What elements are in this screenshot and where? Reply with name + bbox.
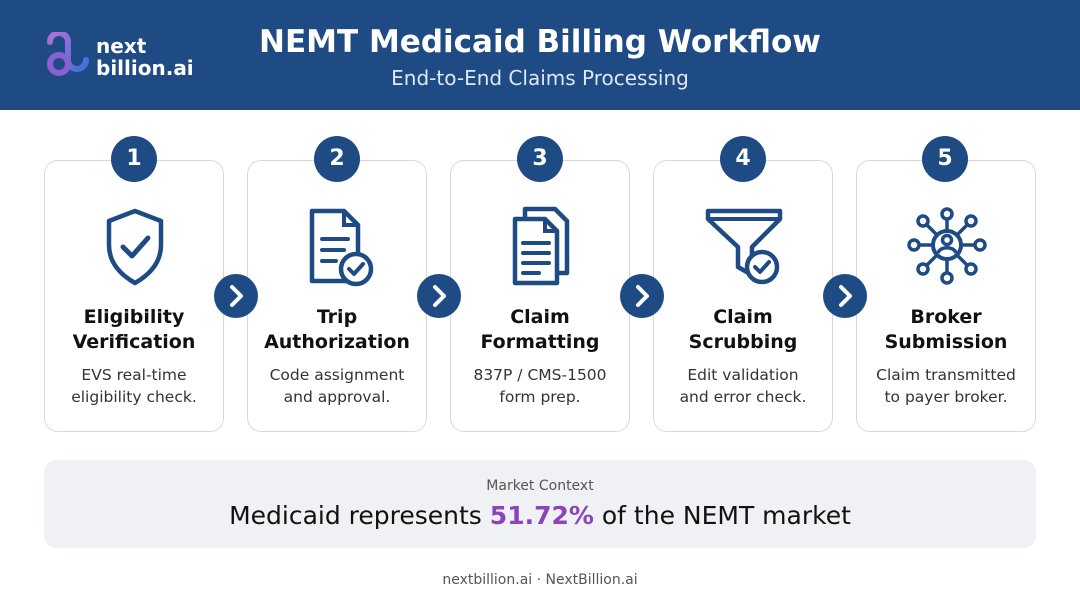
chevron-right-icon — [620, 274, 664, 318]
step-description: Code assignment and approval. — [269, 366, 405, 406]
market-text-before: Medicaid represents — [229, 501, 490, 530]
step-number-badge: 1 — [111, 136, 157, 182]
logo-text: next billion.ai — [96, 35, 194, 79]
market-context-panel: Market Context Medicaid represents 51.72… — [44, 460, 1036, 548]
logo-mark-icon — [47, 32, 89, 76]
logo: next billion.ai — [42, 30, 212, 84]
logo-line-2: billion.ai — [96, 56, 194, 80]
step-number-badge: 4 — [720, 136, 766, 182]
document-check-icon — [309, 208, 374, 287]
step-card-eligibility: Eligibility Verification EVS real-time eli… — [44, 160, 224, 432]
page-subtitle: End-to-End Claims Processing — [391, 66, 689, 90]
market-context-label: Market Context — [486, 478, 594, 494]
chevron-right-icon — [823, 274, 867, 318]
step-title: Claim Scrubbing — [688, 306, 798, 353]
footer-credit: nextbillion.ai · NextBillion.ai — [442, 572, 638, 588]
step-description: Claim transmitted to payer broker. — [876, 366, 1016, 406]
header-banner: next billion.ai NEMT Medicaid Billing Wo… — [0, 0, 1080, 110]
step-description: EVS real-time eligibility check. — [71, 366, 197, 406]
step-card-formatting: Claim Formatting 837P / CMS-1500 form prep… — [450, 160, 630, 432]
market-share-value: 51.72% — [489, 501, 594, 530]
step-card-scrubbing: Claim Scrubbing Edit validation and error … — [653, 160, 833, 432]
chevron-right-icon — [417, 274, 461, 318]
step-title: Broker Submission — [884, 306, 1008, 353]
documents-icon — [512, 206, 570, 286]
step-title: Trip Authorization — [264, 306, 410, 353]
step-description: Edit validation and error check. — [679, 366, 807, 406]
funnel-check-icon — [705, 208, 783, 285]
shield-check-icon — [106, 208, 164, 286]
logo-line-1: next — [96, 34, 147, 58]
chevron-right-icon — [214, 274, 258, 318]
network-user-icon — [907, 207, 987, 285]
market-context-statement: Medicaid represents 51.72% of the NEMT m… — [44, 501, 1036, 530]
step-card-authorization: Trip Authorization Code assignment and app… — [247, 160, 427, 432]
step-title: Eligibility Verification — [72, 306, 196, 353]
step-number-badge: 2 — [314, 136, 360, 182]
step-description: 837P / CMS-1500 form prep. — [473, 366, 607, 406]
page-title: NEMT Medicaid Billing Workflow — [259, 24, 821, 60]
step-number-badge: 5 — [922, 136, 968, 182]
step-card-submission: Broker Submission Claim transmitted to pay… — [856, 160, 1036, 432]
step-title: Claim Formatting — [480, 306, 600, 353]
step-number-badge: 3 — [517, 136, 563, 182]
market-text-after: of the NEMT market — [593, 501, 851, 530]
